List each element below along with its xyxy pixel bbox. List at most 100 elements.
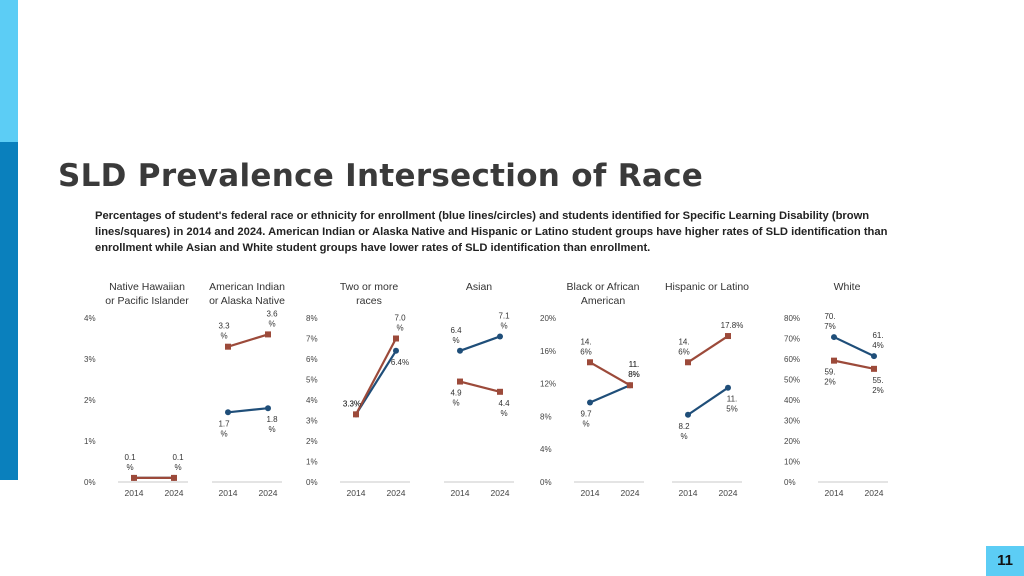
y-tick-label: 20% [784, 437, 800, 446]
data-label: % [452, 336, 459, 345]
data-label: % [500, 409, 507, 418]
enrollment-line [227, 407, 269, 414]
data-label: % [174, 463, 181, 472]
x-tick-label: 2014 [679, 488, 698, 498]
data-label: % [500, 321, 507, 330]
data-label: 3.6 [266, 309, 278, 318]
sld-line [687, 335, 729, 364]
y-tick-label: 4% [540, 445, 552, 454]
y-tick-label: 4% [84, 314, 96, 323]
data-label: % [452, 399, 459, 408]
enrollment-line [687, 386, 729, 416]
y-tick-label: 1% [306, 458, 318, 467]
sld-point [171, 474, 177, 481]
accent-bar-top [0, 0, 18, 142]
y-tick-label: 0% [784, 478, 796, 487]
y-tick-label: 5% [306, 376, 318, 385]
x-tick-label: 2014 [219, 488, 238, 498]
data-label: 6% [678, 347, 690, 356]
x-tick-label: 2014 [451, 488, 470, 498]
sld-point [497, 388, 503, 395]
page-title: SLD Prevalence Intersection of Race [58, 158, 704, 194]
y-tick-label: 2% [306, 437, 318, 446]
x-tick-label: 2014 [125, 488, 144, 498]
y-tick-label: 70% [784, 335, 800, 344]
sld-line [459, 380, 501, 393]
sld-point [353, 411, 359, 418]
data-label: 11. [727, 395, 738, 404]
panel-title: Native Hawaiian [109, 281, 185, 293]
y-tick-label: 10% [784, 458, 800, 467]
y-tick-label: 1% [84, 437, 96, 446]
data-label: 0.1 [124, 453, 136, 462]
enrollment-line [459, 335, 501, 352]
y-tick-label: 3% [84, 355, 96, 364]
panel-title: Hispanic or Latino [665, 281, 749, 293]
data-label: 7.0 [394, 314, 406, 323]
data-label: % [268, 319, 275, 328]
data-label: 1.7 [218, 419, 230, 428]
y-tick-label: 0% [540, 478, 552, 487]
data-label: 11. [629, 360, 640, 369]
sld-point [627, 382, 633, 389]
y-tick-label: 3% [306, 417, 318, 426]
data-label: 4.4 [498, 399, 510, 408]
enrollment-point [265, 405, 271, 412]
y-tick-label: 2% [84, 396, 96, 405]
data-label: 3.3% [343, 399, 361, 408]
data-label: 6% [580, 347, 592, 356]
panel-title: Black or African [567, 281, 640, 293]
data-label: % [680, 432, 687, 441]
x-tick-label: 2024 [259, 488, 278, 498]
sld-point [457, 378, 463, 385]
data-label: 5% [726, 405, 738, 414]
x-tick-label: 2024 [719, 488, 738, 498]
sld-point [131, 474, 137, 481]
y-tick-label: 20% [540, 314, 556, 323]
enrollment-point [831, 334, 837, 341]
y-tick-label: 30% [784, 417, 800, 426]
data-label: 14. [678, 337, 689, 346]
data-label: % [396, 324, 403, 333]
data-label: 8% [628, 370, 640, 379]
y-tick-label: 0% [306, 478, 318, 487]
y-tick-label: 50% [784, 376, 800, 385]
data-label: % [220, 429, 227, 438]
data-label: 6.4% [391, 358, 409, 367]
enrollment-point [225, 409, 231, 416]
y-tick-label: 40% [784, 396, 800, 405]
page-number: 11 [986, 546, 1024, 576]
y-tick-label: 8% [306, 314, 318, 323]
data-label: 61. [872, 331, 883, 340]
sld-line [227, 333, 269, 348]
data-label: 9.7 [580, 409, 592, 418]
data-label: 6.4 [450, 326, 462, 335]
enrollment-point [393, 347, 399, 354]
panel-title: or Alaska Native [209, 295, 285, 307]
panel-title: American Indian [209, 281, 285, 293]
data-label: 59. [824, 368, 835, 377]
data-label: % [220, 332, 227, 341]
panel-title: races [356, 295, 382, 307]
y-tick-label: 4% [306, 396, 318, 405]
sld-point [871, 365, 877, 372]
sld-point [725, 333, 731, 340]
data-label: 7.1 [498, 311, 510, 320]
data-label: 70. [824, 312, 835, 321]
enrollment-line [589, 384, 631, 404]
panel-title: Asian [466, 281, 492, 293]
data-label: 11. [629, 360, 640, 369]
accent-bar-bottom [0, 142, 18, 480]
x-tick-label: 2024 [491, 488, 510, 498]
y-tick-label: 6% [306, 355, 318, 364]
enrollment-point [587, 399, 593, 406]
data-label: 4% [872, 341, 884, 350]
data-label: % [268, 425, 275, 434]
panel-title: or Pacific Islander [105, 295, 189, 307]
enrollment-point [457, 347, 463, 354]
sld-line [833, 359, 875, 370]
panel-title: American [581, 295, 626, 307]
x-tick-label: 2024 [387, 488, 406, 498]
data-label: 8% [628, 370, 640, 379]
enrollment-line [833, 336, 875, 358]
